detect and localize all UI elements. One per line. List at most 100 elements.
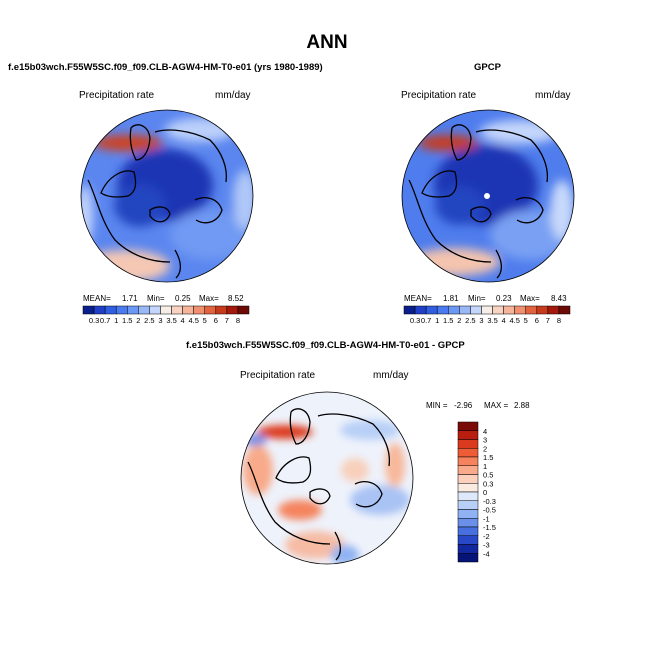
panel3-colorbar-tick-label: 0.3 [483, 479, 493, 488]
panel2-colorbar-tick-label: 2.5 [465, 316, 475, 325]
panel2-colorbar-tick-label: 6 [535, 316, 539, 325]
panel2-colorbar-tick-label: 5 [524, 316, 528, 325]
panel3-colorbar-swatch [457, 465, 479, 475]
panel2-field-siberia [490, 210, 570, 260]
panel3-max-label: MAX = [484, 401, 509, 410]
panel3-colorbar-tick-label: 0 [483, 488, 487, 497]
panel3-variable: Precipitation rate [240, 370, 316, 381]
panel1-field-atlantic-max [93, 135, 163, 151]
panel3-colorbar-tick-label: -4 [483, 549, 490, 558]
panel2-field-atlantic-max [418, 135, 478, 151]
panel2-max-label: Max= [520, 294, 540, 303]
panel3-colorbar-tick-label: 4 [483, 427, 487, 436]
panel3-colorbar-tick-label: -2 [483, 532, 490, 541]
panel2-colorbar-tick-label: 8 [557, 316, 561, 325]
panel3-field-bering-pos [278, 500, 322, 520]
panel2-field-archipelago [435, 185, 485, 225]
panel1-mean-value: 1.71 [122, 294, 138, 303]
panel2-min-label: Min= [468, 294, 486, 303]
panel1-colorbar-tick-label: 6 [214, 316, 218, 325]
panel3-colorbar-swatch [457, 439, 479, 449]
panel2-colorbar-swatch [558, 305, 571, 315]
panel1-colorbar-tick-label: 7 [225, 316, 229, 325]
panel3-title: f.e15b03wch.F55W5SC.f09_f09.CLB-AGW4-HM-… [186, 340, 465, 351]
panel1-colorbar-tick-label: 5 [203, 316, 207, 325]
panel2-map-border [401, 109, 575, 283]
panel3-coastlines [247, 408, 391, 561]
panel3-min-value: -2.96 [454, 401, 473, 410]
panel1-mean-label: MEAN= [83, 294, 111, 303]
panel2-pole-missing-data [484, 193, 490, 199]
panel3-colorbar-swatch [457, 509, 479, 519]
panel1-field-archipelago [114, 183, 166, 227]
panel3-field-atlantic-pos [257, 425, 313, 439]
panel1-colorbar-tick-label: 2.5 [144, 316, 154, 325]
panel3-colorbar-tick-label: -1 [483, 514, 490, 523]
panel3-colorbar-swatch [457, 500, 479, 510]
panel3-colorbar-tick-label: 1 [483, 462, 487, 471]
panel3-units: mm/day [373, 370, 409, 381]
panel2-colorbar-tick-label: 4.5 [509, 316, 519, 325]
panel2-mean-label: MEAN= [404, 294, 432, 303]
panel3-colorbar-tick-label: -0.5 [483, 506, 496, 515]
panel3-colorbar-swatch [457, 491, 479, 501]
panel3-field-west-pos [243, 445, 273, 495]
panel3-colorbar-tick-label: 0.5 [483, 471, 493, 480]
panel2-colorbar-tick-label: 1 [435, 316, 439, 325]
panel2-colorbar-tick-label: 0.7 [421, 316, 431, 325]
panel1-colorbar-tick-label: 3 [158, 316, 162, 325]
panel2-colorbar-tick-label: 0.3 [410, 316, 420, 325]
panel1-title: f.e15b03wch.F55W5SC.f09_f09.CLB-AGW4-HM-… [8, 62, 323, 73]
panel2-colorbar-tick-label: 2 [457, 316, 461, 325]
panel1-colorbar-tick-label: 3.5 [166, 316, 176, 325]
panel3-colorbar-swatch [457, 553, 479, 563]
panel2-min-value: 0.23 [496, 294, 512, 303]
panel3-colorbar-swatch [457, 421, 479, 431]
panel2-mean-value: 1.81 [443, 294, 459, 303]
panel3-colorbar-tick-label: 2 [483, 444, 487, 453]
panel2-variable: Precipitation rate [401, 90, 477, 101]
panel3-colorbar-swatch [457, 448, 479, 458]
panel2-field-east [550, 180, 574, 240]
panel1-field-siberia [170, 210, 250, 260]
panel2-max-value: 8.43 [551, 294, 567, 303]
panel3-colorbar-swatch [457, 456, 479, 466]
panel2-colorbar-tick-label: 4 [502, 316, 506, 325]
panel3-colorbar-tick-label: 3 [483, 436, 487, 445]
panel1-units: mm/day [215, 90, 251, 101]
panel1-max-value: 8.52 [228, 294, 244, 303]
panel3-colorbar-swatch [457, 430, 479, 440]
panel2-colorbar-tick-label: 3 [479, 316, 483, 325]
panel2-colorbar-tick-label: 1.5 [443, 316, 453, 325]
panel1-min-value: 0.25 [175, 294, 191, 303]
panel3-colorbar-swatch [457, 518, 479, 528]
panel2-units: mm/day [535, 90, 571, 101]
panel3-colorbar-tick-label: -3 [483, 541, 490, 550]
panel3-field-europe-neg [340, 420, 400, 440]
panel3-field-siberia-neg [350, 485, 410, 515]
panel1-colorbar-swatch [237, 305, 250, 315]
panel3-colorbar-tick-label: -1.5 [483, 523, 496, 532]
panel1-colorbar-tick-label: 0.3 [89, 316, 99, 325]
panel1-colorbar-tick-label: 1 [114, 316, 118, 325]
panel1-max-label: Max= [199, 294, 219, 303]
panel3-colorbar-tick-label: 1.5 [483, 453, 493, 462]
panel1-colorbar-tick-label: 1.5 [122, 316, 132, 325]
panel3-colorbar-swatch [457, 544, 479, 554]
panel3-max-value: 2.88 [514, 401, 530, 410]
panel3-colorbar-tick-label: -0.3 [483, 497, 496, 506]
panel1-variable: Precipitation rate [79, 90, 155, 101]
panel1-field-west [81, 185, 93, 245]
panel3-field-east-pos [385, 443, 405, 487]
figure-title: ANN [306, 32, 348, 53]
panel1-colorbar-tick-label: 0.7 [100, 316, 110, 325]
panel1-colorbar-tick-label: 4 [181, 316, 185, 325]
panel1-colorbar-tick-label: 2 [136, 316, 140, 325]
panel3-colorbar-swatch [457, 474, 479, 484]
panel2-colorbar-tick-label: 7 [546, 316, 550, 325]
